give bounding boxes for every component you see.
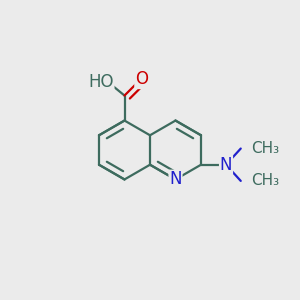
Text: O: O <box>135 70 148 88</box>
Text: N: N <box>169 170 182 188</box>
Text: N: N <box>220 156 232 174</box>
Text: CH₃: CH₃ <box>251 141 279 156</box>
Text: HO: HO <box>88 73 114 91</box>
Text: CH₃: CH₃ <box>251 173 279 188</box>
